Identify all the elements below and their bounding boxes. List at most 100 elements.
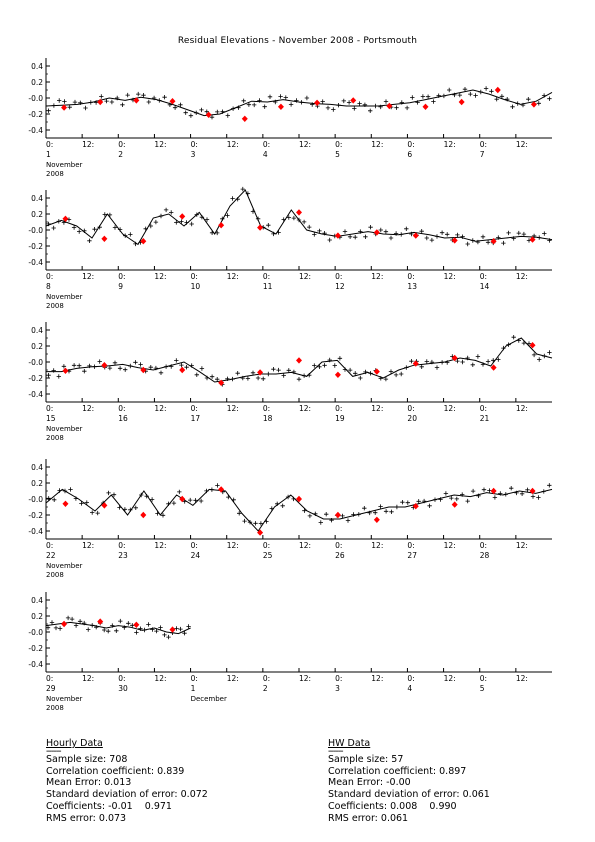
x-tick-label: 12: — [371, 404, 383, 413]
hourly-mark — [286, 368, 291, 373]
hourly-mark — [485, 359, 491, 364]
hourly-mark — [351, 512, 356, 517]
hourly-mark — [541, 489, 546, 494]
day-label: 23 — [118, 551, 128, 560]
hourly-mark — [246, 102, 252, 107]
x-tick-label: 0: — [407, 272, 414, 281]
hourly-mark — [519, 491, 525, 496]
hourly-mark — [434, 365, 440, 370]
x-tick-label: 0: — [335, 140, 342, 149]
day-label: 20 — [407, 414, 417, 423]
month-label-december: December — [191, 695, 227, 703]
hourly-mark — [547, 350, 552, 355]
hourly-mark — [177, 489, 182, 495]
hourly-mark — [476, 493, 481, 498]
hw-marker — [296, 357, 302, 364]
hourly-mark — [498, 491, 503, 496]
hourly-mark — [117, 227, 123, 232]
hw-line-1: Correlation coefficient: 0.897 — [328, 765, 467, 777]
hourly-mark — [174, 358, 179, 363]
hourly-mark — [542, 231, 547, 236]
y-tick-label: -0.0 — [28, 358, 43, 367]
hourly-mark — [77, 619, 83, 624]
hourly-mark — [57, 98, 62, 103]
x-tick-label: 12: — [299, 272, 311, 281]
hourly-mark — [460, 492, 465, 497]
x-tick-label: 12: — [154, 272, 166, 281]
x-tick-label: 12: — [444, 404, 456, 413]
hourly-mark — [525, 487, 530, 492]
hourly-mark — [99, 94, 104, 99]
hourly-mark — [242, 518, 247, 524]
residual-line — [45, 89, 553, 117]
year-label: 2008 — [46, 434, 64, 442]
hourly-mark — [276, 230, 281, 235]
day-label: 19 — [335, 414, 345, 423]
hourly-mark — [182, 631, 187, 636]
hourly-mark — [183, 110, 188, 115]
hourly-mark — [220, 216, 225, 221]
hourly-mark — [110, 623, 115, 628]
hourly-mark — [515, 101, 520, 106]
day-label: 11 — [263, 282, 273, 291]
x-tick-label: 0: — [118, 272, 125, 281]
day-label: 8 — [46, 282, 51, 291]
hourly-mark — [82, 228, 87, 233]
hourly-mark — [363, 369, 368, 375]
x-tick-label: 0: — [335, 541, 342, 550]
day-label: 12 — [335, 282, 345, 291]
hourly-mark — [362, 102, 368, 107]
hourly-mark — [496, 235, 501, 240]
hourly-mark — [84, 500, 89, 505]
x-tick-label: 12: — [516, 140, 528, 149]
x-tick-label: 12: — [299, 404, 311, 413]
y-tick-label: 0.4 — [31, 326, 43, 335]
hourly-mark — [199, 366, 205, 371]
hourly-mark — [547, 483, 552, 488]
hourly-mark — [179, 219, 184, 224]
residual-chart-3: 0.40.2-0.0-0.2-0.40: 12: 0: 12: 0: 12: 0: 12: 0:… — [28, 322, 553, 442]
day-label: 2 — [118, 150, 123, 159]
day-label: 13 — [407, 282, 417, 291]
x-tick-label: 12: — [82, 272, 94, 281]
y-tick-label: -0.4 — [28, 527, 43, 536]
x-tick-label: 0: — [118, 404, 125, 413]
hourly-mark — [158, 625, 163, 630]
hourly-mark — [225, 213, 230, 218]
hourly-mark — [470, 488, 476, 494]
hourly-mark — [325, 105, 331, 111]
hourly-mark — [163, 207, 169, 213]
hourly-mark — [404, 226, 409, 231]
residual-chart-4: 0.40.2-0.0-0.2-0.40: 12: 0: 12: 0: 12: 0: 12: 0:… — [28, 459, 553, 579]
hourly-mark — [71, 225, 77, 230]
hourly-mark — [178, 626, 183, 632]
hourly-mark — [521, 231, 527, 237]
hourly-mark — [138, 626, 143, 631]
hourly-mark — [186, 624, 191, 629]
hourly-mark — [373, 510, 378, 515]
hourly-mark — [478, 89, 483, 95]
hourly-mark — [465, 241, 470, 247]
hourly-mark — [438, 497, 443, 502]
hourly-underline: ------ — [46, 745, 62, 754]
hw-marker — [241, 115, 248, 122]
hw-marker — [529, 342, 536, 349]
hw-marker — [373, 229, 380, 236]
y-tick-label: 0.4 — [31, 596, 43, 605]
x-tick-label: 0: — [335, 272, 342, 281]
x-tick-label: 12: — [154, 541, 166, 550]
hourly-mark — [56, 374, 61, 379]
x-tick-label: 0: — [118, 140, 125, 149]
hourly-mark — [441, 93, 447, 99]
x-tick-label: 0: — [335, 404, 342, 413]
x-tick-label: 12: — [82, 674, 94, 683]
hourly-mark — [240, 375, 245, 381]
x-tick-label: 12: — [371, 674, 383, 683]
residual-line — [45, 621, 191, 635]
hourly-mark — [90, 510, 95, 515]
hourly-mark — [404, 365, 409, 370]
hourly-mark — [419, 364, 424, 369]
hourly-mark — [383, 229, 389, 234]
hourly-line-0: Sample size: 708 — [46, 753, 128, 765]
hourly-mark — [230, 196, 235, 201]
